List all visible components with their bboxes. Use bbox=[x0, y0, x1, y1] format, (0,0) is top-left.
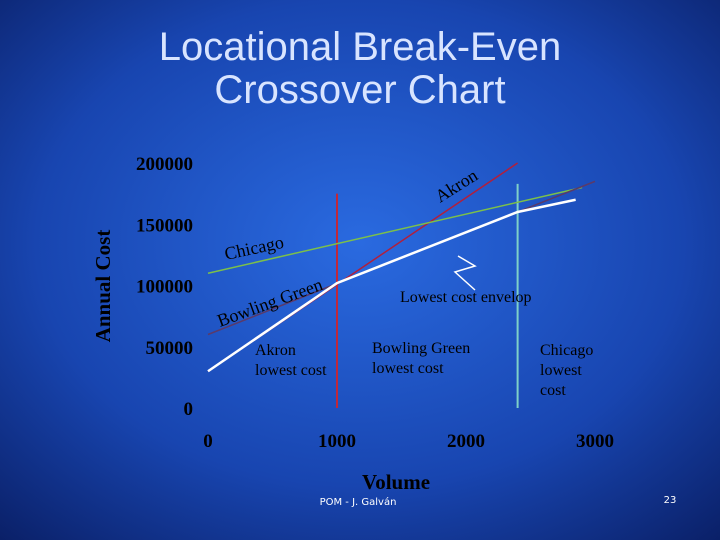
y-tick-label: 100000 bbox=[136, 277, 193, 298]
annotation: lowest cost bbox=[255, 362, 327, 379]
title-line: Locational Break-Even bbox=[159, 25, 561, 69]
series-line bbox=[207, 198, 576, 373]
x-tick-label: 1000 bbox=[318, 431, 356, 452]
x-axis-label: Volume bbox=[362, 470, 430, 494]
x-tick-label: 0 bbox=[203, 431, 213, 452]
y-tick-label: 200000 bbox=[136, 154, 193, 175]
page-number: 23 bbox=[664, 495, 677, 506]
footer-author: POM - J. Galván bbox=[320, 496, 397, 508]
y-axis-label: Annual Cost bbox=[91, 230, 115, 343]
series-label: Lowest cost envelop bbox=[400, 289, 532, 306]
pointer bbox=[453, 255, 477, 291]
annotation: Akron bbox=[255, 342, 296, 359]
y-tick-label: 0 bbox=[184, 399, 194, 420]
annotation: Chicago bbox=[540, 342, 593, 359]
x-tick-label: 2000 bbox=[447, 431, 485, 452]
series-line bbox=[207, 186, 583, 274]
annotation: lowest cost bbox=[372, 360, 444, 377]
y-tick-label: 150000 bbox=[136, 215, 193, 236]
annotation: Bowling Green bbox=[372, 340, 470, 357]
x-tick-label: 3000 bbox=[576, 431, 614, 452]
plot: 0 50000 100000 150000 200000 0 1000 2000 3000 bbox=[136, 154, 614, 452]
annotation: lowest bbox=[540, 362, 582, 379]
y-tick-label: 50000 bbox=[146, 338, 194, 359]
title-line: Crossover Chart bbox=[214, 68, 505, 112]
annotation: cost bbox=[540, 382, 566, 399]
